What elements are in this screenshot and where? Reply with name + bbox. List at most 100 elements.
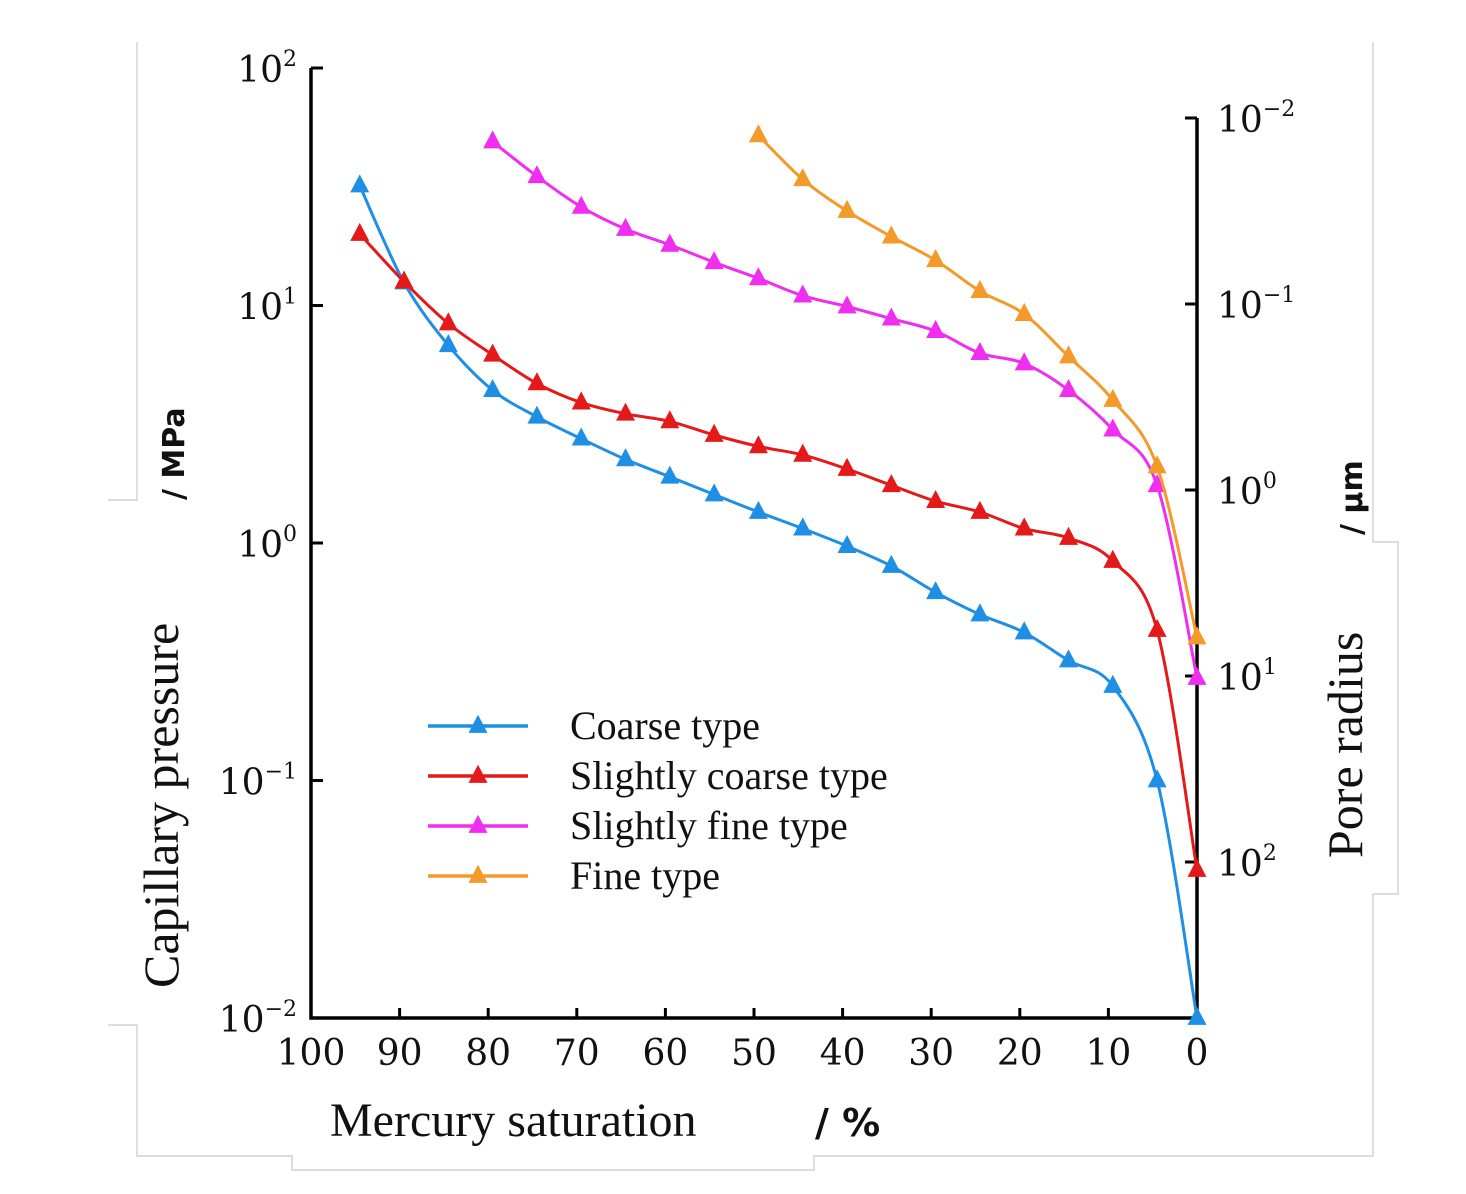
data-point-marker (1187, 626, 1207, 645)
data-point-marker (1059, 649, 1079, 668)
legend-label: Slightly coarse type (570, 753, 888, 798)
data-point-marker (616, 217, 636, 236)
x-tick-label: 40 (820, 1033, 866, 1074)
data-point-marker (1014, 302, 1034, 321)
data-point-marker (881, 474, 901, 493)
legend-item: Slightly fine type (428, 803, 848, 848)
x-tick-label: 80 (465, 1033, 511, 1074)
data-point-marker (1187, 666, 1207, 685)
data-point-marker (793, 168, 813, 187)
series-line (358, 184, 1199, 1019)
data-point-marker (970, 279, 990, 298)
left-y-tick-label: 100 (237, 522, 297, 566)
right-y-tick-label: 101 (1217, 655, 1277, 699)
data-point-marker (970, 341, 990, 361)
x-tick-label: 90 (377, 1033, 423, 1074)
series-coarse-type (350, 174, 1207, 1025)
data-point-marker (1059, 378, 1079, 398)
data-point-marker (1103, 674, 1123, 693)
data-point-marker (1147, 474, 1167, 493)
data-point-marker (1147, 455, 1167, 474)
x-tick-label: 50 (731, 1033, 777, 1074)
left-y-tick-label: 10−1 (219, 760, 297, 804)
series-slightly-fine-type (483, 130, 1207, 685)
left-y-axis-title: Capillary pressure (133, 623, 189, 988)
axes: 100 90 80 70 60 50 40 30 20 10 010−210−11001011021… (219, 47, 1296, 1074)
data-point-marker (837, 457, 857, 476)
data-point-marker (483, 343, 503, 362)
data-point-marker (837, 295, 857, 314)
series-line (491, 140, 1199, 679)
data-point-marker (1103, 388, 1123, 407)
data-point-marker (881, 225, 901, 244)
data-point-marker (394, 270, 414, 289)
data-point-marker (438, 312, 458, 331)
left-y-tick-label: 102 (237, 47, 297, 91)
legend-swatch-marker (468, 714, 488, 733)
data-point-marker (837, 199, 857, 218)
data-point-marker (527, 165, 547, 184)
data-point-marker (881, 554, 901, 573)
data-point-marker (793, 443, 813, 462)
legend-item: Fine type (428, 853, 720, 898)
legend-item: Slightly coarse type (428, 753, 888, 798)
data-point-marker (1147, 769, 1167, 788)
data-point-marker (926, 249, 946, 268)
data-point-marker (704, 251, 724, 270)
data-point-marker (571, 195, 591, 214)
data-point-marker (616, 402, 636, 421)
legend-swatch-marker (468, 814, 488, 833)
data-point-marker (926, 489, 946, 509)
data-point-marker (1187, 858, 1207, 877)
left-y-tick-label: 10−2 (219, 997, 297, 1041)
data-point-marker (1014, 352, 1034, 371)
legend-item: Coarse type (428, 703, 760, 748)
x-tick-label: 20 (997, 1033, 1043, 1074)
data-point-marker (1103, 549, 1123, 568)
left-y-axis-unit: / MPa (157, 407, 192, 500)
data-point-marker (748, 435, 768, 454)
right-y-tick-label: 102 (1217, 841, 1277, 885)
x-tick-label: 60 (642, 1033, 688, 1074)
x-axis-title: Mercury saturation (330, 1094, 697, 1147)
left-y-tick-label: 101 (237, 285, 297, 329)
data-point-marker (837, 534, 857, 554)
right-y-tick-label: 100 (1217, 469, 1277, 513)
data-point-marker (483, 378, 503, 398)
data-point-marker (748, 500, 768, 519)
data-point-marker (1147, 618, 1167, 637)
data-point-marker (793, 284, 813, 303)
x-tick-label: 100 (277, 1033, 346, 1074)
data-point-marker (1014, 517, 1034, 536)
data-point-marker (571, 391, 591, 410)
data-point-marker (616, 448, 636, 467)
data-point-marker (926, 319, 946, 338)
right-y-axis-unit: / μm (1335, 460, 1370, 535)
legend-label: Slightly fine type (570, 803, 848, 848)
data-point-marker (1059, 526, 1079, 545)
data-point-marker (350, 174, 370, 193)
series-fine-type (748, 124, 1207, 645)
data-point-marker (350, 222, 370, 241)
x-axis-unit: / % (815, 1101, 880, 1145)
data-point-marker (1187, 1006, 1207, 1025)
data-point-marker (926, 581, 946, 600)
legend: Coarse type Slightly coarse type Slightly … (428, 703, 888, 898)
frame-lines (108, 42, 1399, 1171)
right-y-tick-label: 10−2 (1217, 97, 1295, 141)
data-point-marker (748, 124, 768, 143)
legend-label: Coarse type (570, 703, 760, 748)
data-point-marker (748, 267, 768, 286)
data-point-marker (1059, 345, 1079, 364)
data-point-marker (660, 233, 680, 252)
data-point-marker (527, 372, 547, 391)
right-y-tick-label: 10−1 (1217, 283, 1295, 327)
legend-swatch-marker (468, 764, 488, 783)
series-line (757, 134, 1199, 638)
data-point-marker (1103, 418, 1123, 437)
data-point-marker (793, 517, 813, 536)
data-point-marker (1014, 621, 1034, 640)
x-tick-label: 10 (1085, 1033, 1131, 1074)
data-point-marker (660, 410, 680, 429)
